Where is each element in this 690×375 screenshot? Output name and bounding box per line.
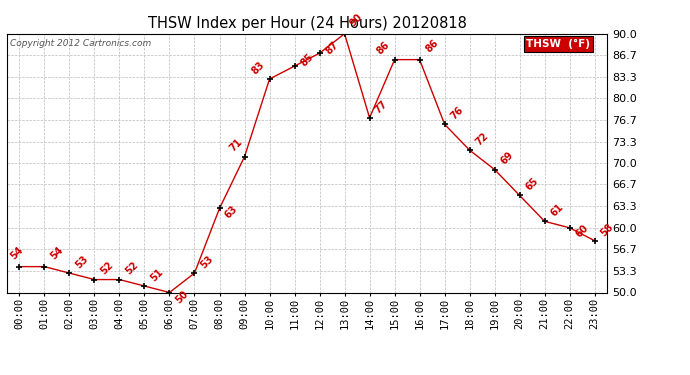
Text: 52: 52 xyxy=(124,260,140,277)
Text: 87: 87 xyxy=(324,39,340,56)
Text: THSW  (°F): THSW (°F) xyxy=(526,39,590,49)
Text: 60: 60 xyxy=(574,222,591,239)
Text: 83: 83 xyxy=(250,60,267,76)
Text: 71: 71 xyxy=(228,137,244,154)
Text: 72: 72 xyxy=(474,131,491,147)
Text: 85: 85 xyxy=(299,52,315,69)
Text: 86: 86 xyxy=(424,38,440,54)
Text: Copyright 2012 Cartronics.com: Copyright 2012 Cartronics.com xyxy=(10,39,151,48)
Text: 76: 76 xyxy=(448,105,465,122)
Text: 77: 77 xyxy=(373,99,389,115)
Text: 51: 51 xyxy=(148,267,165,283)
Text: 86: 86 xyxy=(375,40,392,57)
Text: 58: 58 xyxy=(599,221,615,238)
Text: 54: 54 xyxy=(8,244,25,261)
Text: 63: 63 xyxy=(222,204,239,221)
Title: THSW Index per Hour (24 Hours) 20120818: THSW Index per Hour (24 Hours) 20120818 xyxy=(148,16,466,31)
Text: 69: 69 xyxy=(499,150,515,167)
Text: 90: 90 xyxy=(347,12,364,28)
Text: 50: 50 xyxy=(174,288,190,305)
Text: 54: 54 xyxy=(48,244,65,261)
Text: 53: 53 xyxy=(199,254,215,270)
Text: 61: 61 xyxy=(549,202,565,219)
Text: 65: 65 xyxy=(524,176,540,193)
Text: 53: 53 xyxy=(74,254,90,270)
Text: 52: 52 xyxy=(99,260,115,277)
